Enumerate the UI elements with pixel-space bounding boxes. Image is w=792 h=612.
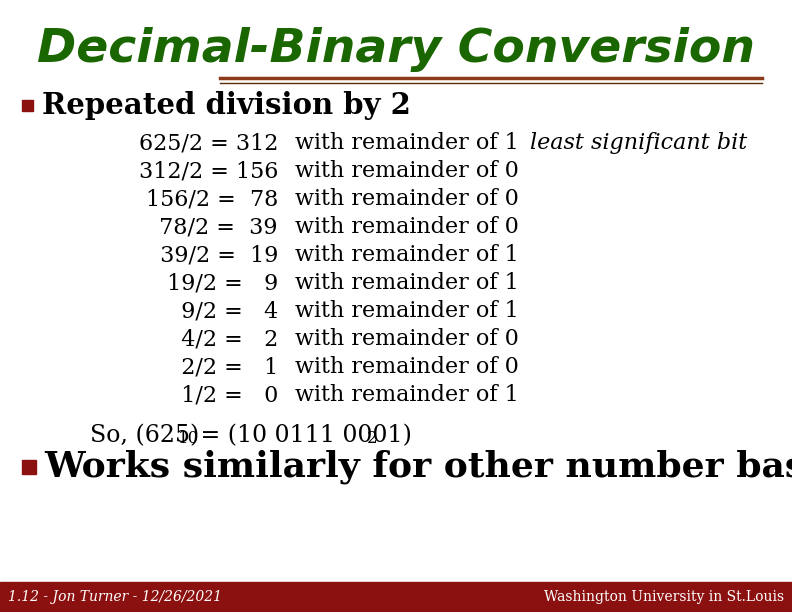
Text: 2: 2 — [367, 430, 378, 447]
Bar — [0, 582, 792, 612]
Text: 312/2 = 156: 312/2 = 156 — [139, 160, 278, 182]
Text: 4/2 =   2: 4/2 = 2 — [167, 328, 278, 350]
Text: 156/2 =  78: 156/2 = 78 — [146, 188, 278, 210]
Text: So, (625): So, (625) — [90, 424, 200, 447]
Text: = (10 0111 0001): = (10 0111 0001) — [193, 424, 412, 447]
Text: with remainder of 0: with remainder of 0 — [295, 328, 519, 350]
Text: 1/2 =   0: 1/2 = 0 — [166, 384, 278, 406]
Text: Repeated division by 2: Repeated division by 2 — [42, 91, 411, 120]
Text: Decimal-Binary Conversion: Decimal-Binary Conversion — [37, 28, 755, 72]
Text: 1.12 - Jon Turner - 12/26/2021: 1.12 - Jon Turner - 12/26/2021 — [8, 590, 222, 604]
Text: with remainder of 1: with remainder of 1 — [295, 244, 519, 266]
Text: 625/2 = 312: 625/2 = 312 — [139, 132, 278, 154]
Text: with remainder of 1: with remainder of 1 — [295, 384, 519, 406]
Text: with remainder of 0: with remainder of 0 — [295, 216, 519, 238]
Bar — [22, 100, 33, 111]
Text: Washington University in St.Louis: Washington University in St.Louis — [544, 590, 784, 604]
Text: 10: 10 — [178, 430, 200, 447]
Text: with remainder of 0: with remainder of 0 — [295, 188, 519, 210]
Bar — [22, 460, 36, 474]
Text: with remainder of 0: with remainder of 0 — [295, 160, 519, 182]
Text: Works similarly for other number bases.: Works similarly for other number bases. — [44, 450, 792, 484]
Text: least significant bit: least significant bit — [530, 132, 747, 154]
Text: 19/2 =   9: 19/2 = 9 — [160, 272, 278, 294]
Text: with remainder of 0: with remainder of 0 — [295, 356, 519, 378]
Text: with remainder of 1: with remainder of 1 — [295, 272, 519, 294]
Text: with remainder of 1: with remainder of 1 — [295, 132, 519, 154]
Text: 78/2 =  39: 78/2 = 39 — [153, 216, 278, 238]
Text: 39/2 =  19: 39/2 = 19 — [153, 244, 278, 266]
Text: with remainder of 1: with remainder of 1 — [295, 300, 519, 322]
Text: 2/2 =   1: 2/2 = 1 — [167, 356, 278, 378]
Text: 9/2 =   4: 9/2 = 4 — [167, 300, 278, 322]
